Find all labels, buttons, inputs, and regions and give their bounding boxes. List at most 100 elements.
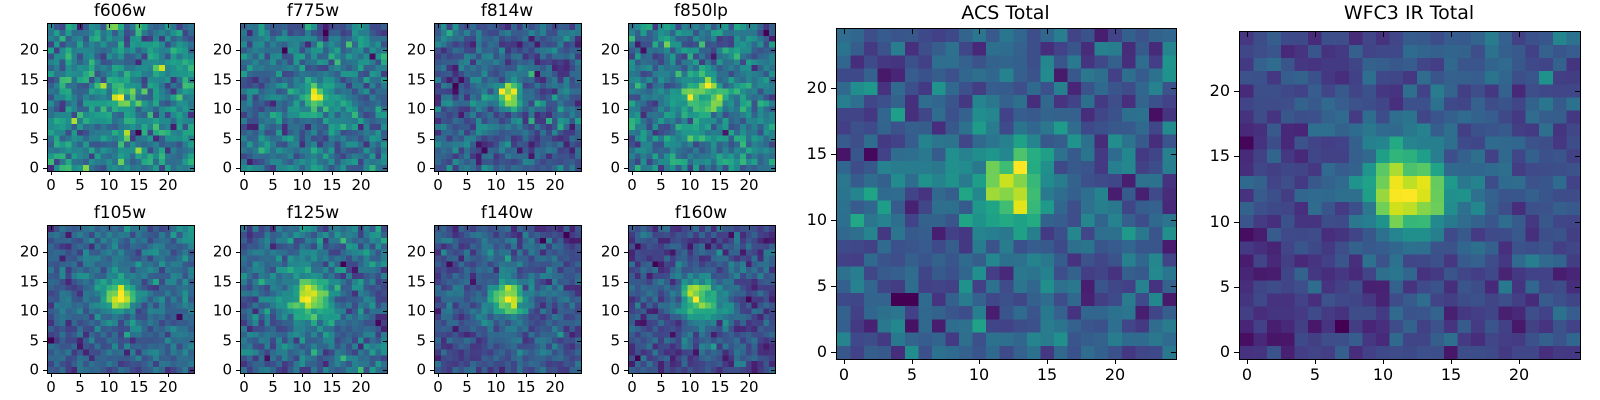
y-tick-label: 0 <box>1219 342 1230 361</box>
y-tick-mark-inner <box>383 109 387 110</box>
y-tick-label: 0 <box>416 158 426 177</box>
panel-title: WFC3 IR Total <box>1343 2 1475 24</box>
x-tick-mark-inner <box>912 29 913 34</box>
x-tick-label: 0 <box>239 176 249 194</box>
y-tick-mark <box>236 311 240 312</box>
y-tick-label: 10 <box>406 301 426 320</box>
y-tick-label: 20 <box>1209 81 1230 100</box>
x-tick-label: 0 <box>239 378 249 396</box>
panel-title: f606w <box>93 1 147 21</box>
y-tick-mark-inner <box>383 341 387 342</box>
x-tick-mark <box>1519 359 1520 364</box>
y-tick-mark-inner <box>190 50 194 51</box>
x-tick-mark-inner <box>273 226 274 230</box>
x-tick-mark-inner <box>1115 29 1116 34</box>
x-tick-mark <box>109 373 110 377</box>
y-tick-mark <box>236 282 240 283</box>
y-tick-label: 0 <box>816 342 827 361</box>
x-tick-mark-inner <box>332 24 333 28</box>
heatmap-image <box>48 24 194 171</box>
y-tick-mark <box>236 80 240 81</box>
y-tick-mark-inner <box>577 109 581 110</box>
x-tick-mark <box>168 373 169 377</box>
x-tick-label: 10 <box>99 176 119 194</box>
x-tick-mark-inner <box>1315 32 1316 37</box>
heatmap-axes <box>628 225 776 374</box>
x-tick-mark-inner <box>844 29 845 34</box>
y-tick-mark <box>831 88 836 89</box>
y-tick-mark-inner <box>771 341 775 342</box>
x-tick-label: 15 <box>129 176 149 194</box>
x-tick-mark <box>749 373 750 377</box>
x-tick-mark-inner <box>749 226 750 230</box>
x-tick-mark <box>139 171 140 175</box>
x-tick-mark <box>632 171 633 175</box>
x-tick-mark-inner <box>438 226 439 230</box>
x-tick-label: 10 <box>486 176 506 194</box>
y-tick-mark-inner <box>577 50 581 51</box>
y-tick-label: 5 <box>222 331 232 350</box>
y-tick-label: 10 <box>406 99 426 118</box>
x-tick-label: 15 <box>710 176 730 194</box>
y-tick-mark <box>430 311 434 312</box>
x-tick-mark <box>661 373 662 377</box>
y-tick-mark-inner <box>383 168 387 169</box>
x-tick-label: 5 <box>906 365 918 384</box>
x-tick-mark-inner <box>168 226 169 230</box>
y-tick-mark <box>43 139 47 140</box>
y-tick-label: 10 <box>806 210 827 229</box>
x-tick-mark <box>139 373 140 377</box>
x-tick-label: 20 <box>1104 365 1126 384</box>
x-tick-mark <box>273 373 274 377</box>
x-tick-label: 20 <box>351 378 371 396</box>
x-tick-mark <box>661 171 662 175</box>
y-tick-label: 15 <box>600 70 620 89</box>
x-tick-mark-inner <box>555 226 556 230</box>
y-tick-label: 10 <box>19 99 39 118</box>
y-tick-label: 10 <box>19 301 39 320</box>
y-tick-mark-inner <box>1171 286 1176 287</box>
y-tick-mark-inner <box>1171 220 1176 221</box>
y-tick-mark <box>430 168 434 169</box>
y-tick-mark <box>624 139 628 140</box>
y-tick-label: 10 <box>600 301 620 320</box>
y-tick-mark-inner <box>577 282 581 283</box>
x-tick-label: 20 <box>158 378 178 396</box>
x-tick-label: 5 <box>75 176 85 194</box>
x-tick-mark <box>690 171 691 175</box>
x-tick-mark-inner <box>109 226 110 230</box>
x-tick-mark <box>555 373 556 377</box>
x-tick-label: 20 <box>545 378 565 396</box>
y-tick-mark-inner <box>1171 154 1176 155</box>
y-tick-mark <box>624 252 628 253</box>
y-tick-label: 0 <box>29 360 39 379</box>
x-tick-mark <box>1247 359 1248 364</box>
x-tick-label: 10 <box>99 378 119 396</box>
x-tick-label: 0 <box>627 176 637 194</box>
x-tick-mark-inner <box>1519 32 1520 37</box>
y-tick-mark <box>43 50 47 51</box>
x-tick-mark-inner <box>632 24 633 28</box>
y-tick-mark <box>624 341 628 342</box>
x-tick-mark <box>332 171 333 175</box>
y-tick-mark <box>430 50 434 51</box>
y-tick-mark-inner <box>1575 222 1580 223</box>
y-tick-label: 15 <box>212 70 232 89</box>
y-tick-mark-inner <box>1575 352 1580 353</box>
x-tick-mark <box>244 171 245 175</box>
heatmap-image <box>435 226 581 373</box>
x-tick-mark <box>51 373 52 377</box>
y-tick-mark <box>236 109 240 110</box>
y-tick-label: 20 <box>806 78 827 97</box>
panel-title: ACS Total <box>961 2 1050 24</box>
x-tick-mark-inner <box>1047 29 1048 34</box>
x-tick-mark <box>632 373 633 377</box>
x-tick-label: 15 <box>129 378 149 396</box>
x-tick-label: 5 <box>75 378 85 396</box>
y-tick-mark-inner <box>1171 352 1176 353</box>
